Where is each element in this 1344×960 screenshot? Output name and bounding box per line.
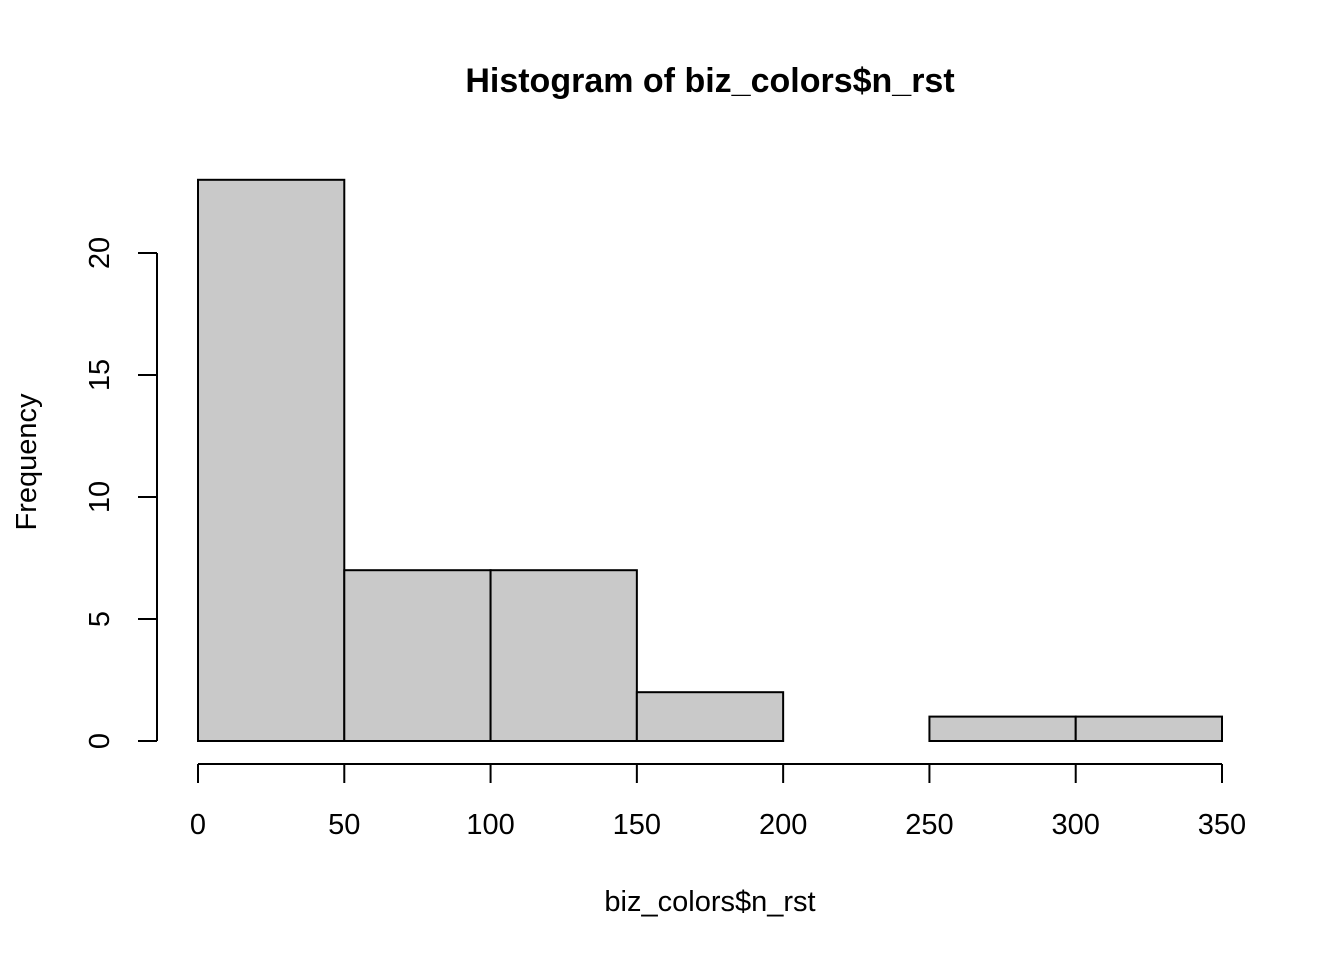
histogram-bar — [635, 691, 785, 743]
histogram-bar — [197, 178, 346, 743]
chart-title: Histogram of biz_colors$n_rst — [465, 62, 954, 100]
x-tick-label: 0 — [190, 809, 206, 841]
histogram-bar — [928, 715, 1077, 742]
histogram-bar — [489, 569, 638, 743]
x-tick-label: 200 — [759, 809, 807, 841]
histogram-bar — [1074, 715, 1223, 742]
x-tick-label: 300 — [1052, 809, 1100, 841]
y-tick-label: 5 — [84, 611, 116, 627]
y-tick-label: 15 — [84, 359, 116, 391]
x-tick-label: 150 — [613, 809, 661, 841]
bars-group — [197, 178, 1223, 743]
y-tick-label: 10 — [84, 481, 116, 513]
x-tick-label: 350 — [1198, 809, 1246, 841]
x-tick-label: 250 — [905, 809, 953, 841]
x-tick-label: 100 — [466, 809, 514, 841]
y-tick-label: 0 — [84, 733, 116, 749]
y-axis: 0 5 10 15 20 — [84, 237, 158, 749]
x-axis-label: biz_colors$n_rst — [604, 886, 815, 918]
x-tick-label: 50 — [328, 809, 360, 841]
y-axis-label: Frequency — [11, 393, 43, 531]
y-tick-label: 20 — [84, 237, 116, 269]
histogram-bar — [343, 569, 492, 743]
x-axis: 0 50 100 150 200 250 300 350 — [190, 763, 1246, 841]
